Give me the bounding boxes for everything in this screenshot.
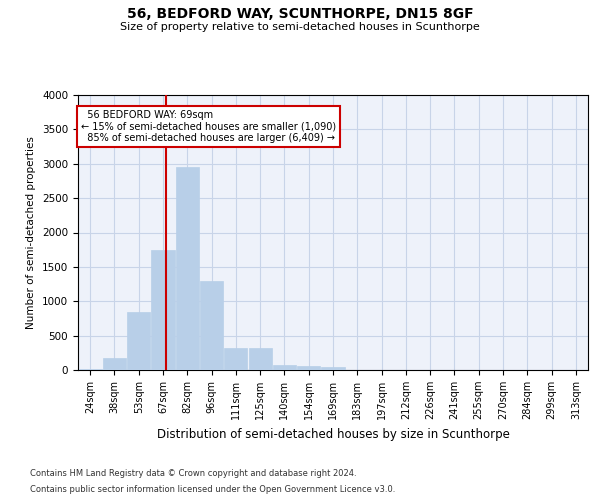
Bar [322,366,344,370]
Text: 56, BEDFORD WAY, SCUNTHORPE, DN15 8GF: 56, BEDFORD WAY, SCUNTHORPE, DN15 8GF [127,8,473,22]
Bar [79,368,101,370]
Bar [200,280,223,370]
X-axis label: Distribution of semi-detached houses by size in Scunthorpe: Distribution of semi-detached houses by … [157,428,509,440]
Bar [151,250,175,370]
Bar [224,348,247,370]
Bar [127,312,150,370]
Bar [273,364,296,370]
Text: Size of property relative to semi-detached houses in Scunthorpe: Size of property relative to semi-detach… [120,22,480,32]
Bar [297,366,320,370]
Bar [176,167,199,370]
Y-axis label: Number of semi-detached properties: Number of semi-detached properties [26,136,37,329]
Text: Contains public sector information licensed under the Open Government Licence v3: Contains public sector information licen… [30,485,395,494]
Bar [103,358,126,370]
Text: 56 BEDFORD WAY: 69sqm
← 15% of semi-detached houses are smaller (1,090)
  85% of: 56 BEDFORD WAY: 69sqm ← 15% of semi-deta… [81,110,337,144]
Bar [248,348,272,370]
Text: Contains HM Land Registry data © Crown copyright and database right 2024.: Contains HM Land Registry data © Crown c… [30,468,356,477]
